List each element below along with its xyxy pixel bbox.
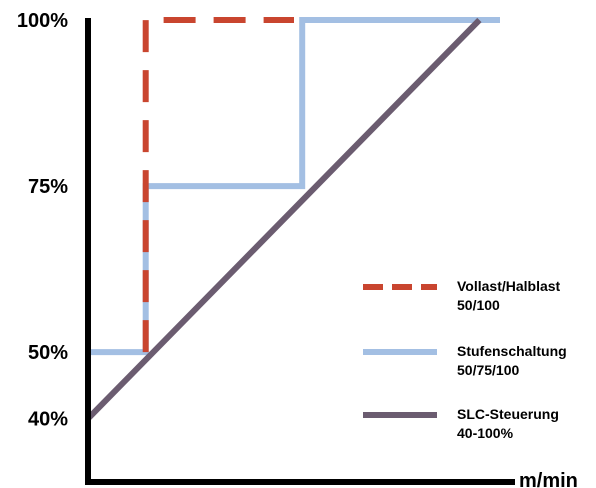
legend: Vollast/Halblast 50/100 Stufenschaltung 50/…	[363, 278, 567, 441]
series-line-slc	[85, 17, 482, 421]
legend-label-stufen: 50/75/100	[457, 362, 519, 378]
y-tick-label: 40%	[28, 409, 68, 431]
legend-label-stufen: Stufenschaltung	[457, 343, 567, 359]
y-tick-label: 50%	[28, 342, 68, 364]
y-tick-label: 100%	[17, 10, 68, 32]
legend-label-slc: 40-100%	[457, 425, 514, 441]
legend-label-vollast: 50/100	[457, 297, 500, 313]
x-axis-label: m/min	[519, 470, 578, 488]
series-line-vollast	[142, 17, 294, 353]
y-tick-label: 75%	[28, 176, 68, 198]
series-layer	[85, 17, 500, 421]
series-line-stufen	[88, 17, 500, 356]
axes-layer	[85, 18, 515, 485]
legend-label-slc: SLC-Steuerung	[457, 406, 559, 422]
legend-label-vollast: Vollast/Halblast	[457, 278, 561, 294]
y-tick-labels: 100% 75% 50% 40%	[17, 10, 68, 431]
